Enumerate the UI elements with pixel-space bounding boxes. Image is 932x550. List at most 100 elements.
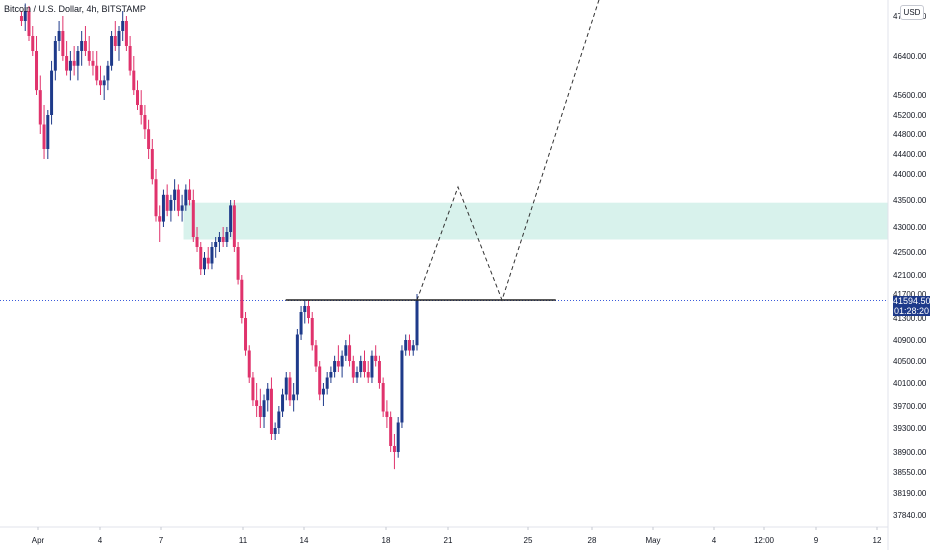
candle	[310, 312, 314, 351]
candle-body	[19, 16, 23, 21]
candle-body	[236, 247, 240, 280]
candle-body	[329, 372, 333, 378]
candle-body	[53, 41, 57, 71]
candle-body	[295, 334, 299, 395]
time-tick-label: 9	[814, 536, 819, 545]
candle	[38, 75, 42, 134]
candle-body	[169, 200, 173, 211]
price-axis[interactable]: 47200.0046400.0045600.0045200.0044800.00…	[893, 12, 927, 520]
candle	[303, 300, 307, 324]
price-tick-label: 41300.00	[893, 314, 927, 323]
time-tick-label: 14	[300, 536, 309, 545]
candle	[61, 16, 65, 61]
candle	[136, 80, 140, 110]
candle	[359, 355, 363, 378]
price-tick-label: 41700.00	[893, 290, 927, 299]
candle	[23, 3, 27, 31]
candle	[121, 11, 125, 41]
candle-body	[98, 80, 102, 86]
candle-body	[132, 70, 136, 91]
candle-body	[314, 345, 318, 367]
price-tick-label: 38900.00	[893, 448, 927, 457]
candle	[333, 355, 337, 378]
candle-body	[377, 361, 381, 383]
candle-body	[184, 189, 188, 206]
candle	[46, 110, 50, 159]
time-tick-label: May	[645, 536, 660, 545]
candle	[102, 75, 106, 100]
candle-body	[292, 394, 296, 401]
candle-body	[407, 340, 411, 351]
candle	[232, 200, 236, 252]
candle-body	[158, 216, 162, 222]
time-tick-label: 4	[712, 536, 717, 545]
candle-body	[31, 36, 35, 51]
candle-body	[359, 361, 363, 372]
candle-body	[199, 247, 203, 270]
candle-body	[318, 366, 322, 395]
candle	[415, 294, 419, 351]
candle-body	[411, 345, 415, 351]
candle	[165, 184, 169, 217]
current-price-label: 41594.50	[893, 296, 931, 306]
candle-body	[321, 388, 325, 395]
candle-body	[370, 355, 374, 378]
candle-body	[333, 361, 337, 372]
projection-path-layer	[416, 0, 600, 302]
time-tick-label: 28	[588, 536, 597, 545]
candle	[407, 334, 411, 356]
price-tick-label: 39700.00	[893, 402, 927, 411]
candle	[176, 184, 180, 217]
candle-body	[288, 377, 292, 401]
candle	[351, 355, 355, 383]
projection-path	[416, 0, 600, 302]
candle	[221, 227, 225, 247]
candle	[284, 372, 288, 401]
candle	[184, 184, 188, 211]
candle	[299, 306, 303, 340]
candle	[217, 232, 221, 252]
candle-body	[344, 345, 348, 356]
candle-body	[273, 428, 277, 434]
candle	[392, 434, 396, 470]
time-tick-label: 18	[382, 536, 391, 545]
candle	[110, 31, 114, 71]
candle	[396, 417, 400, 458]
price-tick-label: 43000.00	[893, 223, 927, 232]
candle-body	[240, 279, 244, 318]
candle	[83, 26, 87, 56]
time-tick-label: 4	[98, 536, 103, 545]
candle-body	[102, 80, 106, 86]
price-tick-label: 40900.00	[893, 336, 927, 345]
candle	[366, 361, 370, 383]
candle-body	[68, 60, 72, 71]
candle-body	[165, 194, 169, 211]
candle	[389, 411, 393, 452]
candle	[247, 345, 251, 383]
currency-badge[interactable]: USD	[900, 5, 924, 20]
candle-body	[284, 377, 288, 395]
candle-body	[299, 312, 303, 335]
time-axis[interactable]: Apr 4 7 11 14 18 21 25 28 May 4 12:00 9 12	[32, 527, 882, 545]
candle-body	[258, 406, 262, 417]
candle	[158, 205, 162, 242]
candle	[374, 345, 378, 367]
bar-countdown-label: 01:28:20	[893, 306, 930, 316]
candle	[173, 179, 177, 211]
candle	[229, 200, 233, 237]
candle	[154, 169, 158, 222]
candle-body	[161, 194, 165, 222]
candle-body	[355, 372, 359, 378]
candle	[132, 56, 136, 95]
price-tick-label: 38190.00	[893, 489, 927, 498]
candle-body	[266, 388, 270, 401]
candlestick-series	[19, 3, 419, 470]
demand-zone-layer	[183, 202, 889, 240]
candle-body	[128, 46, 132, 71]
candle	[214, 237, 218, 258]
candle-body	[124, 21, 128, 46]
candle-body	[348, 345, 352, 361]
candle	[143, 105, 147, 139]
candle	[281, 388, 285, 417]
